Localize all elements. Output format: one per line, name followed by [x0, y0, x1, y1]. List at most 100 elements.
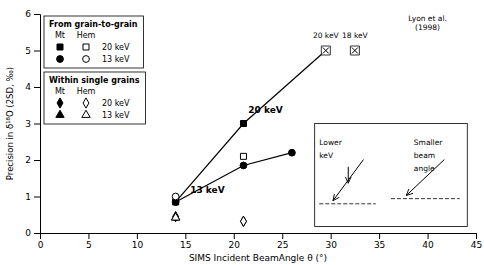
- legend-box: From grain-to-grain Mt Hem 20 keV 13 keV: [44, 16, 144, 68]
- x-axis: 0 5 10 15 20 25 30 35 40 45: [38, 233, 483, 250]
- x-tick: 30: [325, 233, 337, 250]
- legend-label: 20 keV: [102, 43, 130, 52]
- x-tick: 25: [277, 233, 288, 250]
- y-tick-label: 6: [25, 9, 31, 19]
- x-tick-label: 30: [325, 240, 337, 250]
- legend-marker: [83, 44, 89, 50]
- x-tick: 15: [180, 233, 191, 250]
- x-tick: 10: [132, 233, 144, 250]
- legend-column-header: Mt: [55, 31, 65, 40]
- point: [352, 48, 358, 54]
- legend-label: 13 keV: [102, 111, 130, 120]
- annotation: Lyon et al.(1998): [408, 14, 447, 32]
- plot: 0510152025303540450123456SIMS Incident B…: [5, 9, 482, 263]
- point: [323, 48, 329, 54]
- x-axis-title: SIMS Incident BeamAngle θ (°): [189, 253, 327, 263]
- legend-column-header: Hem: [77, 31, 96, 40]
- x-tick-label: 25: [277, 240, 288, 250]
- x-tick-mark: [476, 233, 477, 239]
- x-tick-mark: [185, 233, 186, 239]
- y-tick: 5: [25, 46, 40, 56]
- chart: 0510152025303540450123456SIMS Incident B…: [0, 0, 484, 265]
- inset-arrow: [333, 160, 364, 201]
- y-tick-mark: [34, 124, 40, 125]
- point: [172, 193, 179, 200]
- y-tick-label: 1: [25, 192, 31, 202]
- inset-arrow: [406, 160, 444, 196]
- legend-marker: [56, 110, 64, 117]
- x-tick: 0: [38, 233, 44, 250]
- y-tick-mark: [34, 197, 40, 198]
- point: [289, 149, 296, 156]
- legend-frame: [44, 16, 144, 68]
- point: [240, 162, 247, 169]
- x-tick-label: 5: [86, 240, 92, 250]
- inset-label: Smaller: [414, 138, 443, 147]
- inset-frame: [315, 124, 468, 227]
- point: [350, 46, 359, 55]
- y-tick-mark: [34, 87, 40, 88]
- legend-label: 20 keV: [102, 99, 130, 108]
- point: [321, 46, 330, 55]
- x-tick: 35: [374, 233, 385, 250]
- legend-marker: [57, 44, 63, 50]
- legend-title: Within single grains: [49, 76, 140, 85]
- inset: LowerkeVSmallerbeamangle: [315, 124, 468, 227]
- x-tick-label: 20: [229, 240, 241, 250]
- y-tick: 2: [25, 155, 40, 165]
- x-tick-mark: [137, 233, 138, 239]
- legend-marker: [82, 110, 90, 117]
- legend-frame: [44, 72, 145, 124]
- y-tick-mark: [34, 51, 40, 52]
- x-tick: 45: [471, 233, 482, 250]
- x-tick: 40: [422, 233, 434, 250]
- x-tick-mark: [88, 233, 89, 239]
- x-tick-label: 45: [471, 240, 482, 250]
- inset-surface: [319, 203, 375, 204]
- x-tick-mark: [282, 233, 283, 239]
- y-tick-label: 2: [25, 155, 31, 165]
- point: [241, 216, 247, 226]
- y-tick-mark: [34, 160, 40, 161]
- annotation: 20 keV: [313, 31, 340, 40]
- y-tick: 3: [25, 119, 40, 129]
- x-tick: 20: [229, 233, 241, 250]
- line-label: 13 keV: [190, 185, 225, 195]
- inset-label: beam: [414, 151, 435, 160]
- legend-title: From grain-to-grain: [49, 20, 138, 29]
- y-tick: 4: [25, 82, 40, 92]
- x-tick-mark: [331, 233, 332, 239]
- y-axis-title: Precision in δ¹⁸O (2SD, ‰): [5, 67, 15, 180]
- inset-surface: [391, 198, 460, 199]
- inset-label: Lower: [319, 138, 342, 147]
- y-tick: 1: [25, 192, 40, 202]
- y-tick: 0: [25, 228, 40, 238]
- point: [240, 121, 246, 127]
- legend-column-header: Hem: [77, 87, 96, 96]
- point: [171, 213, 179, 220]
- line-label: 20 keV: [248, 105, 283, 115]
- y-tick-mark: [34, 14, 40, 15]
- x-axis-line: [41, 234, 477, 240]
- inset-arrow: [348, 167, 349, 183]
- legend-label: 13 keV: [102, 55, 130, 64]
- trend-line: [176, 153, 292, 202]
- legend: From grain-to-grainMtHem20 keV13 keVWith…: [44, 16, 145, 124]
- point: [171, 213, 179, 220]
- x-tick-mark: [428, 233, 429, 239]
- x-tick-label: 0: [38, 240, 44, 250]
- y-tick-label: 5: [25, 46, 31, 56]
- point: [241, 216, 247, 226]
- annotation: 18 keV: [342, 31, 369, 40]
- y-axis-line: [34, 15, 41, 234]
- trend-line: [176, 51, 326, 202]
- x-tick-label: 15: [180, 240, 191, 250]
- x-tick: 5: [86, 233, 92, 250]
- x-tick-label: 40: [422, 240, 434, 250]
- legend-column-header: Mt: [55, 87, 65, 96]
- y-axis: 0 1 2 3 4 5 6: [25, 9, 40, 238]
- x-tick-mark: [379, 233, 380, 239]
- legend-box: Within single grains Mt Hem 20 keV 13 keV: [44, 72, 145, 124]
- legend-marker: [57, 56, 64, 63]
- y-tick-label: 4: [25, 82, 31, 92]
